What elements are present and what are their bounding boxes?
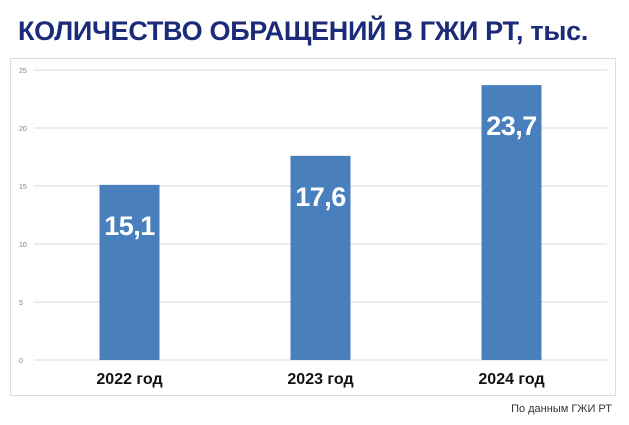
y-tick-label: 10: [19, 242, 27, 249]
bar: [99, 184, 160, 360]
x-tick-label: 2022 год: [96, 371, 162, 388]
bar: [481, 85, 542, 360]
bar-chart: 0 5 10 15 20 25 15,1 2022 год 17,6 2023 год 23,7 20…: [19, 68, 607, 388]
x-tick-label: 2024 год: [478, 371, 544, 388]
y-tick-label: 25: [19, 68, 27, 75]
data-label: 23,7: [486, 111, 537, 141]
x-tick-label: 2023 год: [287, 371, 353, 388]
data-label: 15,1: [104, 211, 155, 241]
chart-area: 0 5 10 15 20 25 15,1 2022 год 17,6 2023 год 23,7 20…: [10, 58, 616, 396]
data-label: 17,6: [295, 182, 346, 212]
y-tick-label: 15: [19, 184, 27, 191]
bar: [290, 155, 351, 360]
source-note: По данным ГЖИ РТ: [511, 403, 612, 415]
y-tick-label: 0: [19, 358, 23, 365]
y-tick-label: 20: [19, 126, 27, 133]
chart-title: КОЛИЧЕСТВО ОБРАЩЕНИЙ В ГЖИ РТ, тыс.: [18, 16, 589, 46]
y-tick-label: 5: [19, 300, 23, 307]
